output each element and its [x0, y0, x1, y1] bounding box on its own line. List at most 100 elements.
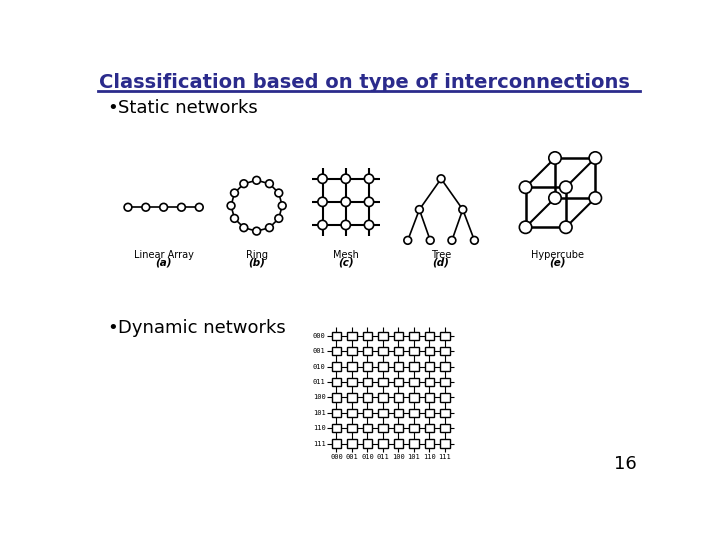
- Circle shape: [549, 152, 561, 164]
- Bar: [332, 362, 341, 371]
- Circle shape: [519, 181, 532, 193]
- Bar: [441, 393, 449, 402]
- Bar: [441, 424, 449, 433]
- Circle shape: [124, 204, 132, 211]
- Bar: [347, 347, 356, 355]
- Bar: [363, 409, 372, 417]
- Circle shape: [318, 220, 327, 230]
- Text: (d): (d): [433, 257, 449, 267]
- Bar: [378, 332, 387, 340]
- Bar: [332, 424, 341, 433]
- Bar: [363, 440, 372, 448]
- Circle shape: [559, 181, 572, 193]
- Circle shape: [341, 174, 351, 184]
- Circle shape: [230, 214, 238, 222]
- Circle shape: [549, 192, 561, 204]
- Text: Tree: Tree: [431, 249, 451, 260]
- Bar: [332, 393, 341, 402]
- Bar: [394, 347, 403, 355]
- Bar: [394, 424, 403, 433]
- Bar: [425, 424, 434, 433]
- Circle shape: [341, 220, 351, 230]
- Circle shape: [178, 204, 185, 211]
- Circle shape: [364, 174, 374, 184]
- Bar: [441, 440, 449, 448]
- Circle shape: [253, 177, 261, 184]
- Bar: [363, 347, 372, 355]
- Circle shape: [318, 174, 327, 184]
- Text: 000: 000: [313, 333, 325, 339]
- Bar: [332, 347, 341, 355]
- Bar: [425, 409, 434, 417]
- Text: (b): (b): [248, 257, 265, 267]
- Text: Ring: Ring: [246, 249, 268, 260]
- Bar: [378, 347, 387, 355]
- Circle shape: [519, 221, 532, 233]
- Circle shape: [415, 206, 423, 213]
- Text: 011: 011: [313, 379, 325, 385]
- Bar: [441, 347, 449, 355]
- Text: 110: 110: [423, 454, 436, 460]
- Circle shape: [240, 224, 248, 232]
- Bar: [409, 393, 418, 402]
- Bar: [347, 409, 356, 417]
- Bar: [441, 409, 449, 417]
- Text: 001: 001: [346, 454, 359, 460]
- Bar: [409, 424, 418, 433]
- Circle shape: [559, 221, 572, 233]
- Circle shape: [279, 202, 286, 210]
- Text: 16: 16: [614, 455, 637, 473]
- Bar: [332, 440, 341, 448]
- Text: 001: 001: [313, 348, 325, 354]
- Text: 010: 010: [361, 454, 374, 460]
- Bar: [347, 440, 356, 448]
- Circle shape: [404, 237, 412, 244]
- Bar: [363, 424, 372, 433]
- Bar: [409, 332, 418, 340]
- Circle shape: [364, 197, 374, 206]
- Circle shape: [160, 204, 168, 211]
- Bar: [409, 378, 418, 386]
- Text: (a): (a): [156, 257, 172, 267]
- Bar: [409, 440, 418, 448]
- Circle shape: [459, 206, 467, 213]
- Circle shape: [228, 202, 235, 210]
- Bar: [378, 440, 387, 448]
- Text: 101: 101: [408, 454, 420, 460]
- Text: 010: 010: [313, 363, 325, 370]
- Circle shape: [471, 237, 478, 244]
- Text: Static networks: Static networks: [118, 99, 258, 117]
- Circle shape: [275, 214, 283, 222]
- Text: Linear Array: Linear Array: [134, 249, 194, 260]
- Circle shape: [195, 204, 203, 211]
- Bar: [332, 409, 341, 417]
- Bar: [409, 409, 418, 417]
- Bar: [347, 362, 356, 371]
- Bar: [425, 393, 434, 402]
- Bar: [394, 409, 403, 417]
- Bar: [409, 362, 418, 371]
- Bar: [425, 332, 434, 340]
- Bar: [363, 362, 372, 371]
- Bar: [363, 378, 372, 386]
- Bar: [425, 362, 434, 371]
- Bar: [347, 378, 356, 386]
- Circle shape: [318, 197, 327, 206]
- Bar: [363, 393, 372, 402]
- Circle shape: [230, 189, 238, 197]
- Circle shape: [275, 189, 283, 197]
- Bar: [394, 393, 403, 402]
- Bar: [347, 332, 356, 340]
- Bar: [332, 378, 341, 386]
- Bar: [409, 347, 418, 355]
- Circle shape: [437, 175, 445, 183]
- Text: (e): (e): [549, 257, 566, 267]
- Text: 111: 111: [438, 454, 451, 460]
- Text: 100: 100: [392, 454, 405, 460]
- Text: 111: 111: [313, 441, 325, 447]
- Circle shape: [266, 180, 274, 187]
- Bar: [425, 378, 434, 386]
- Bar: [441, 332, 449, 340]
- Bar: [378, 409, 387, 417]
- Bar: [394, 378, 403, 386]
